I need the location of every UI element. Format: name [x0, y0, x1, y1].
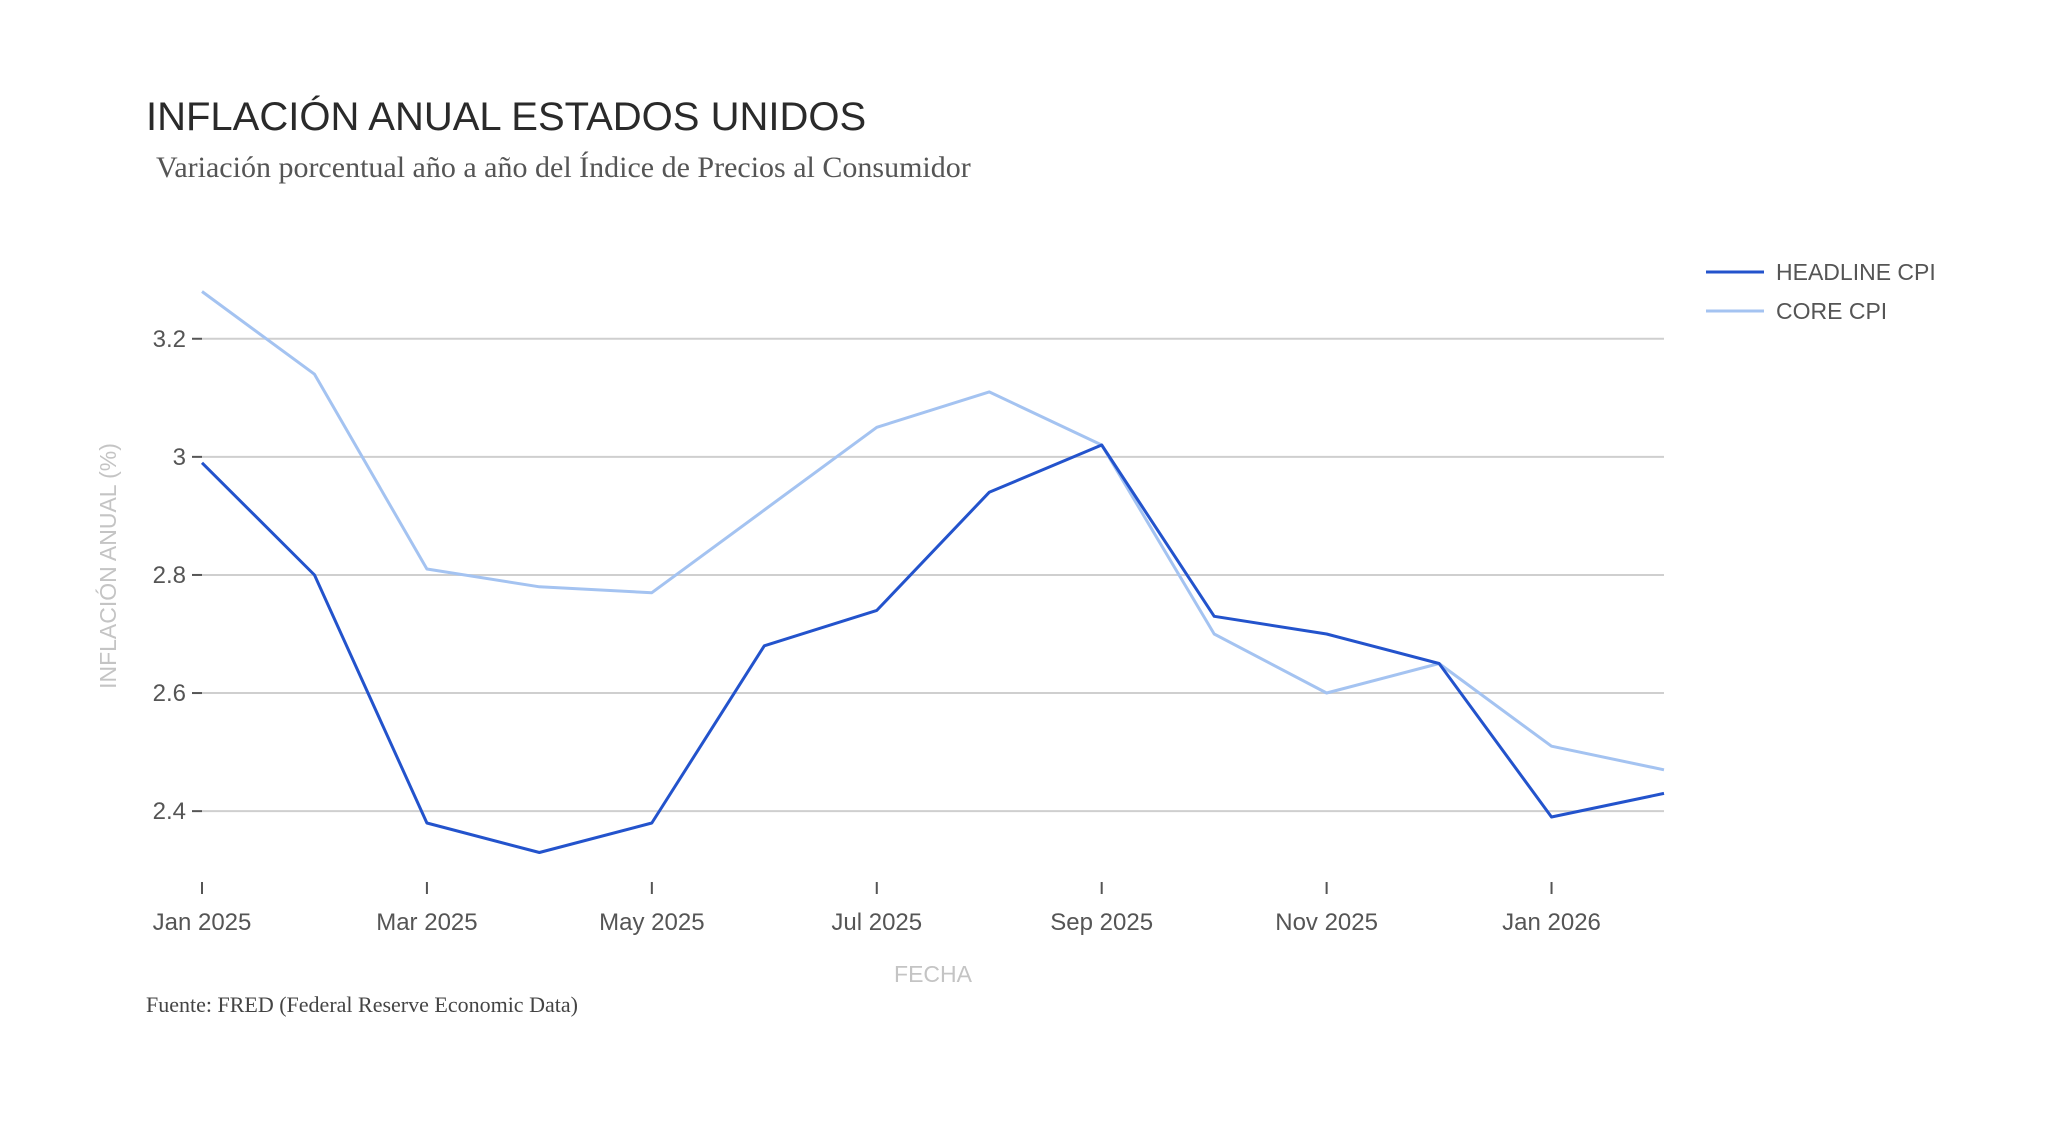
chart-subtitle: Variación porcentual año a año del Índic… [156, 151, 971, 184]
y-tick-label: 2.8 [153, 562, 186, 589]
x-tick-label: May 2025 [599, 909, 704, 936]
legend: HEADLINE CPI CORE CPI [1706, 259, 1936, 324]
y-tick-label: 2.6 [153, 680, 186, 707]
source-note: Fuente: FRED (Federal Reserve Economic D… [146, 992, 578, 1017]
chart-title: INFLACIÓN ANUAL ESTADOS UNIDOS [146, 94, 866, 139]
x-tick-label: Sep 2025 [1050, 909, 1153, 936]
y-tick-label: 2.4 [153, 798, 186, 825]
x-tick-label: Jul 2025 [831, 909, 922, 936]
y-gridlines [202, 337, 1664, 813]
legend-label: HEADLINE CPI [1776, 259, 1936, 285]
y-tick-label: 3 [173, 444, 186, 471]
y-axis-title: INFLACIÓN ANUAL (%) [95, 443, 121, 689]
y-tick-label: 3.2 [153, 326, 186, 353]
legend-label: CORE CPI [1776, 298, 1887, 324]
x-tick-label: Nov 2025 [1275, 909, 1378, 936]
series-lines [200, 290, 1665, 854]
x-tick-label: Jan 2026 [1502, 909, 1601, 936]
y-axis: 2.4 2.6 2.8 3 3.2 [153, 326, 202, 825]
series-line-headline-cpi [200, 443, 1665, 854]
x-axis: Jan 2025 Mar 2025 May 2025 Jul 2025 Sep 2025… [153, 882, 1601, 936]
x-axis-title: FECHA [894, 961, 973, 987]
x-tick-label: Mar 2025 [376, 909, 477, 936]
series-line-core-cpi [201, 290, 1665, 772]
x-tick-label: Jan 2025 [153, 909, 252, 936]
